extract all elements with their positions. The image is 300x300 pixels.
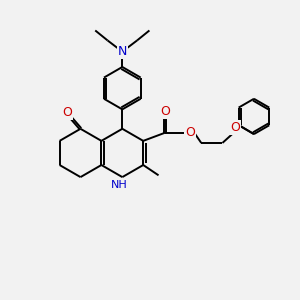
Text: O: O <box>230 121 240 134</box>
Text: O: O <box>62 106 72 118</box>
Text: NH: NH <box>110 180 127 190</box>
Text: O: O <box>185 126 195 139</box>
Text: O: O <box>160 105 170 118</box>
Text: N: N <box>118 45 127 58</box>
